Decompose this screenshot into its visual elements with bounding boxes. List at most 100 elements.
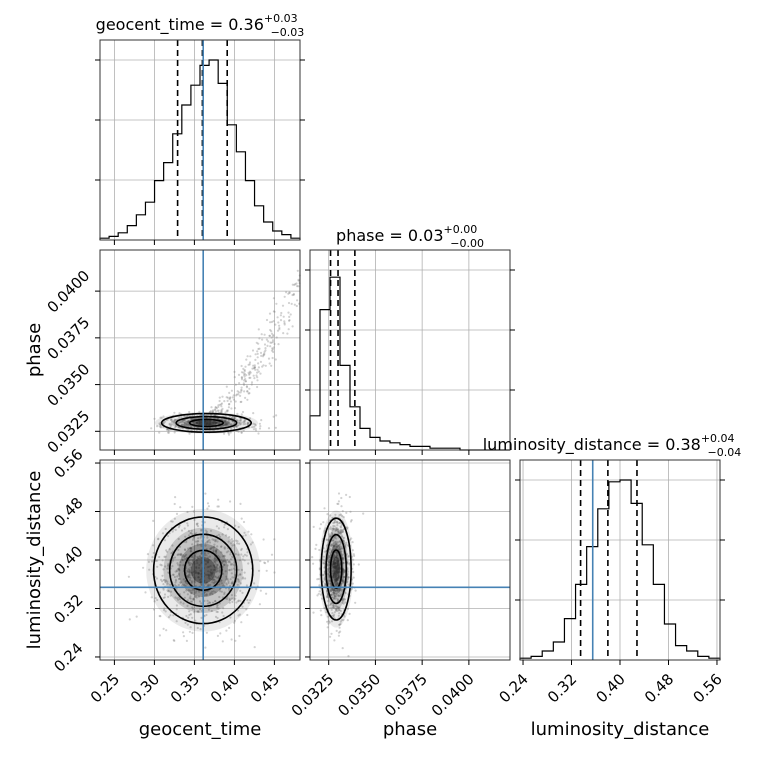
scatter-point bbox=[177, 563, 180, 566]
scatter-point bbox=[333, 563, 336, 566]
scatter-point bbox=[322, 561, 325, 565]
scatter-point bbox=[342, 569, 345, 572]
scatter-point bbox=[200, 552, 203, 555]
scatter-point bbox=[253, 646, 256, 649]
scatter-point bbox=[268, 312, 272, 315]
scatter-point bbox=[223, 547, 226, 550]
scatter-point bbox=[216, 606, 219, 609]
scatter-point bbox=[335, 556, 338, 559]
scatter-point bbox=[260, 333, 263, 336]
scatter-point bbox=[185, 423, 188, 426]
scatter-point bbox=[213, 414, 217, 417]
scatter-point bbox=[243, 553, 247, 556]
contours-phase-vs-geocent-time bbox=[154, 412, 258, 434]
scatter-point bbox=[226, 420, 229, 423]
scatter-point bbox=[225, 423, 228, 426]
scatter-point bbox=[335, 572, 338, 575]
contour-line bbox=[325, 533, 348, 605]
scatter-point bbox=[323, 529, 326, 532]
scatter-point bbox=[188, 563, 191, 566]
scatter-point bbox=[208, 423, 211, 426]
scatter-point bbox=[254, 429, 258, 432]
scatter-point bbox=[214, 568, 217, 572]
scatter-point bbox=[212, 549, 215, 552]
scatter-point bbox=[334, 567, 337, 570]
frame-phase-vs-geocent-time bbox=[99, 249, 301, 451]
scatter-point bbox=[279, 319, 283, 322]
scatter-point bbox=[334, 569, 337, 573]
scatter-point bbox=[312, 525, 315, 529]
scatter-point bbox=[162, 568, 165, 571]
scatter-point bbox=[199, 581, 202, 584]
scatter-point bbox=[338, 626, 341, 629]
scatter-point bbox=[220, 545, 223, 549]
scatter-point bbox=[192, 560, 195, 563]
scatter-point bbox=[148, 568, 151, 571]
scatter-point bbox=[331, 574, 334, 577]
scatter-point bbox=[189, 532, 192, 535]
scatter-point bbox=[267, 357, 271, 360]
scatter-point bbox=[150, 596, 153, 599]
scatter-point bbox=[287, 292, 290, 295]
scatter-point bbox=[214, 420, 217, 423]
scatter-point bbox=[244, 378, 247, 381]
scatter-point bbox=[152, 519, 155, 523]
scatter-point bbox=[264, 347, 267, 350]
scatter-point bbox=[188, 597, 191, 600]
scatter-point bbox=[327, 527, 330, 530]
scatter-point bbox=[192, 570, 195, 574]
scatter-point bbox=[333, 588, 336, 592]
scatter-point bbox=[206, 502, 210, 505]
scatter-point bbox=[349, 520, 353, 523]
scatter-point bbox=[217, 421, 220, 424]
panel-geocent-time-hist: geocent_time = 0.36+0.03 −0.03 bbox=[95, 12, 305, 245]
scatter-point bbox=[278, 326, 281, 330]
scatter-point bbox=[186, 593, 189, 596]
scatter-point bbox=[330, 584, 333, 587]
scatter-point bbox=[225, 578, 228, 581]
scatter-point bbox=[288, 291, 291, 294]
scatter-point bbox=[269, 345, 272, 348]
scatter-point bbox=[227, 421, 230, 424]
scatter-point bbox=[267, 340, 270, 343]
scatter-point bbox=[276, 329, 280, 332]
scatter-point bbox=[179, 421, 182, 424]
scatter-point bbox=[210, 406, 213, 409]
scatter-point bbox=[172, 614, 175, 617]
scatter-point bbox=[194, 619, 197, 622]
scatter-point bbox=[188, 630, 191, 633]
scatter-point bbox=[347, 576, 350, 579]
scatter-point bbox=[223, 422, 226, 425]
scatter-point bbox=[347, 576, 350, 579]
scatter-point bbox=[336, 570, 339, 573]
scatter-point bbox=[206, 422, 209, 425]
scatter-point bbox=[337, 578, 340, 582]
scatter-point bbox=[177, 553, 180, 556]
scatter-point bbox=[200, 573, 203, 576]
scatter-point bbox=[164, 555, 167, 558]
scatter-point bbox=[322, 574, 325, 577]
scatter-point bbox=[338, 589, 341, 592]
scatter-point bbox=[349, 510, 352, 513]
scatter-point bbox=[323, 550, 326, 553]
scatter-point bbox=[346, 578, 350, 581]
scatter-point bbox=[195, 590, 198, 593]
scatter-point bbox=[209, 529, 213, 532]
scatter-point bbox=[345, 541, 348, 544]
scatter-point bbox=[257, 370, 260, 373]
scatter-point bbox=[224, 423, 228, 426]
scatter-point bbox=[184, 581, 187, 584]
scatter-point bbox=[259, 372, 262, 375]
grid-luminosity-distance-vs-phase bbox=[310, 460, 510, 660]
scatter-point bbox=[223, 523, 226, 526]
scatter-point bbox=[335, 595, 338, 598]
scatter-point bbox=[204, 552, 207, 555]
scatter-point bbox=[219, 579, 223, 582]
scatter-point bbox=[254, 427, 257, 430]
scatter-point bbox=[287, 301, 291, 305]
scatter-point bbox=[218, 399, 221, 403]
scatter-point bbox=[334, 529, 337, 532]
scatter-point bbox=[252, 374, 255, 377]
scatter-point bbox=[227, 580, 230, 583]
scatter-point bbox=[331, 543, 334, 547]
